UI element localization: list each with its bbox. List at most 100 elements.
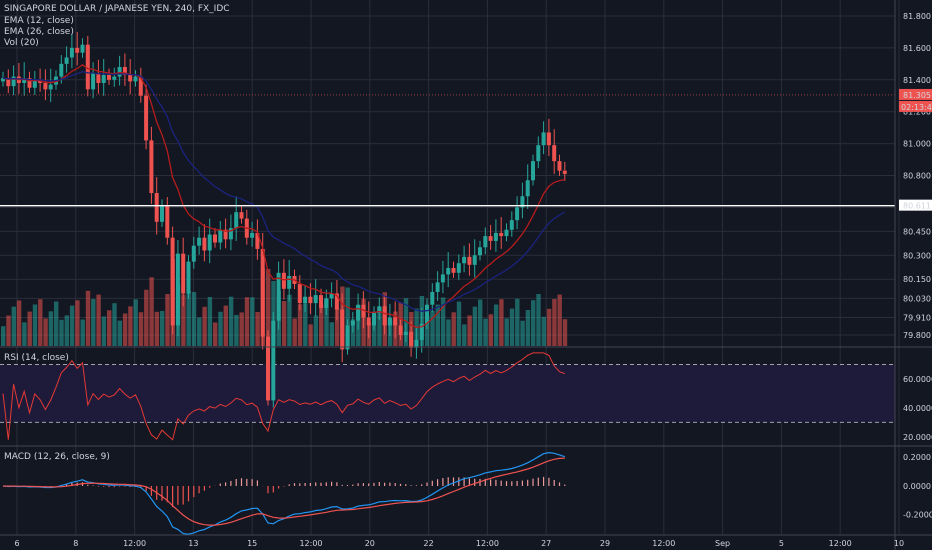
volume-bar: [160, 311, 165, 346]
volume-bar: [531, 300, 536, 346]
candle-body: [101, 75, 106, 83]
x-tick-label: 10: [894, 539, 904, 548]
candle-body: [186, 261, 191, 294]
rsi-tick-label: 40.0000: [903, 404, 932, 413]
volume-bar: [244, 297, 250, 346]
candle-body: [223, 229, 228, 240]
volume-bar: [43, 318, 48, 346]
hline-tag: [899, 199, 932, 211]
volume-bar: [446, 319, 451, 346]
macd-lines: [2, 451, 566, 535]
volume-bar: [181, 294, 186, 346]
y-tick-label: 79.800: [903, 331, 931, 340]
volume-bar: [54, 301, 59, 346]
candle-body: [160, 205, 164, 222]
candle-body: [462, 256, 467, 264]
y-tick-label: 81.600: [903, 44, 931, 53]
candle-body: [440, 274, 445, 283]
macd-label[interactable]: MACD (12, 26, close, 9): [4, 452, 110, 462]
volume-bar: [59, 319, 64, 346]
volume-bar: [128, 306, 133, 346]
candle-body: [456, 263, 461, 273]
candle-body: [430, 291, 435, 305]
volume-bar: [525, 310, 531, 346]
candle-body: [324, 298, 329, 308]
x-tick-label: 5: [779, 539, 784, 548]
candle-body: [478, 247, 482, 256]
volume-bar: [319, 304, 324, 346]
volume-bar: [191, 292, 197, 346]
candle-body: [504, 229, 509, 237]
last-price-tag: [899, 88, 932, 100]
volume-bar: [11, 306, 16, 346]
volume-bar: [562, 319, 568, 346]
macd-tick-label: -0.2000: [903, 511, 932, 520]
volume-bar: [499, 299, 504, 346]
candle-body: [149, 140, 154, 194]
candle-body: [27, 78, 32, 88]
symbol-title: SINGAPORE DOLLAR / JAPANESE YEN, 240, FX…: [4, 4, 230, 14]
volume-bar: [557, 294, 562, 346]
candle-body: [414, 339, 419, 348]
candle-body: [260, 248, 265, 337]
rsi-line: [2, 352, 565, 441]
candle-body: [562, 170, 567, 174]
macd-tick-label: 0.2000: [903, 453, 931, 462]
x-tick-label: 12:00: [123, 539, 146, 548]
volume-bar: [403, 298, 409, 346]
rsi-label[interactable]: RSI (14, close): [4, 353, 69, 363]
x-tick-label: 29: [600, 539, 610, 548]
x-tick-label: 12:00: [299, 539, 322, 548]
hline-value: 80.611: [903, 202, 931, 211]
candle-body: [334, 293, 339, 310]
volume-bar: [509, 308, 515, 346]
volume-bar: [96, 294, 101, 346]
volume-bar: [266, 269, 271, 346]
candle-body: [91, 73, 96, 90]
volume-bar: [218, 311, 223, 346]
y-axis[interactable]: 81.800 81.600 81.400 81.200 81.000 80.800 80.6…: [899, 12, 932, 520]
volume-bar: [48, 311, 54, 346]
candle-body: [350, 320, 355, 326]
x-axis[interactable]: 6 8 12:00 13 15 12:00 20 22 12:00 27 29 12:00 Sep 5 12…: [14, 539, 904, 548]
ema-slow-label[interactable]: EMA (26, close): [4, 27, 74, 37]
candle-body: [250, 232, 255, 238]
candle-body: [43, 82, 48, 90]
candle-body: [228, 228, 233, 240]
volume-bar: [149, 277, 154, 346]
candle-body: [546, 132, 551, 146]
volume-bar: [515, 298, 520, 346]
volume-bar: [287, 294, 292, 346]
candle-body: [170, 237, 175, 326]
y-tick-label: 80.450: [903, 227, 931, 236]
y-tick-label: 80.030: [903, 294, 931, 303]
volume-bar: [303, 303, 308, 346]
ema-fast-label[interactable]: EMA (12, close): [4, 16, 74, 26]
y-tick-label: 80.150: [903, 275, 931, 284]
volume-bar: [207, 297, 213, 346]
y-tick-label: 81.200: [903, 108, 931, 117]
x-tick-label: Sep: [715, 539, 730, 548]
candle-body: [319, 295, 323, 308]
candle-body: [202, 237, 207, 251]
candle-body: [345, 325, 350, 350]
candle-body: [493, 232, 498, 241]
horizontal-line[interactable]: [0, 94, 895, 207]
volume-bar: [488, 314, 493, 346]
volume-label[interactable]: Vol (20): [4, 38, 39, 48]
candle-body: [271, 320, 276, 401]
countdown-value: 02:13:40: [901, 103, 932, 112]
x-tick-label: 12:00: [476, 539, 499, 548]
volume-bar: [308, 324, 313, 346]
macd-tick-label: 0.0000: [903, 482, 931, 491]
volume-bar: [80, 319, 85, 346]
candle-body: [387, 317, 392, 326]
candle-body: [509, 220, 514, 230]
candle-body: [372, 312, 376, 326]
candle-body: [122, 67, 127, 75]
volume-bar: [313, 315, 319, 346]
volume-bar: [451, 312, 456, 346]
candle-body: [59, 63, 64, 77]
